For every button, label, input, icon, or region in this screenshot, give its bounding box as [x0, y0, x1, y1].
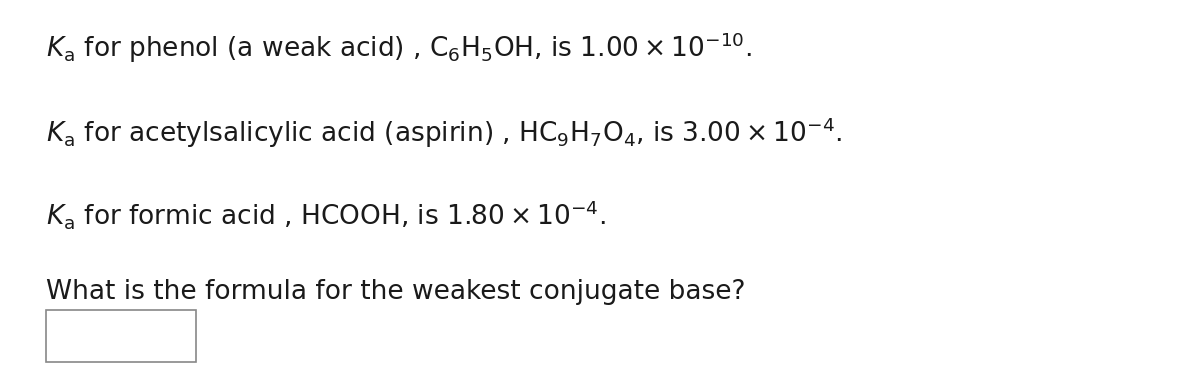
Text: What is the formula for the weakest conjugate base?: What is the formula for the weakest conj…: [46, 279, 745, 304]
Text: $K_{\mathrm{a}}$ for formic acid , $\mathrm{HCOOH}$, is $1.80 \times 10^{-4}$.: $K_{\mathrm{a}}$ for formic acid , $\mat…: [46, 197, 606, 231]
Text: $K_{\mathrm{a}}$ for acetylsalicylic acid (aspirin) , $\mathrm{HC_9H_7O_4}$, is : $K_{\mathrm{a}}$ for acetylsalicylic aci…: [46, 115, 842, 150]
Text: $K_{\mathrm{a}}$ for phenol (a weak acid) , $\mathrm{C_6H_5OH}$, is $1.00 \times: $K_{\mathrm{a}}$ for phenol (a weak acid…: [46, 31, 751, 65]
